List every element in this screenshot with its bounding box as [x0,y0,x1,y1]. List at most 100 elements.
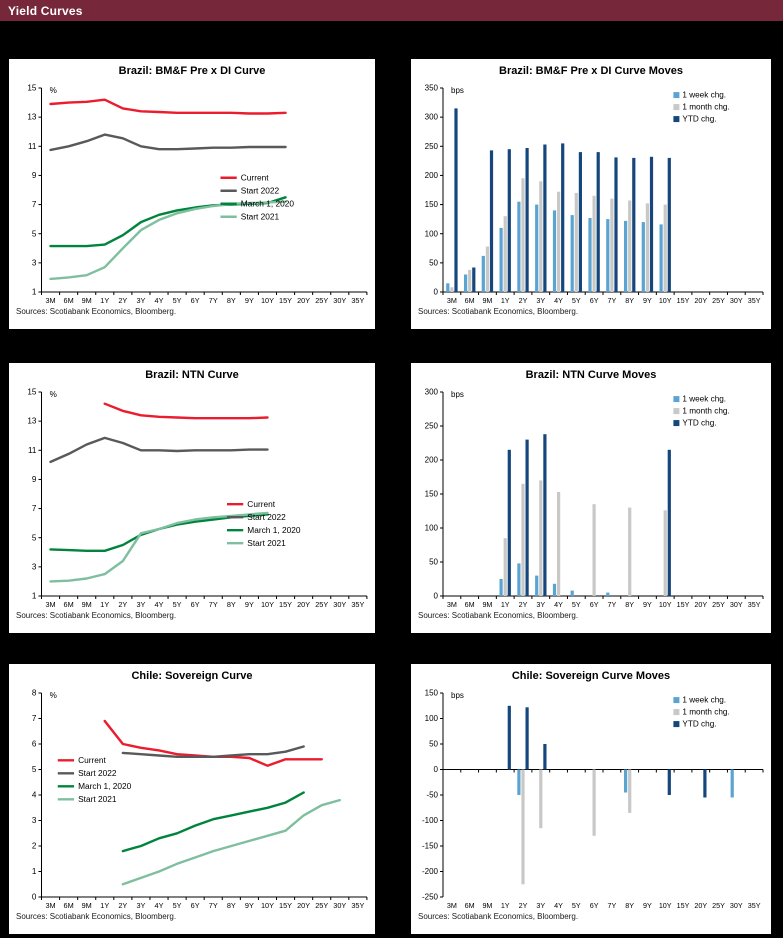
svg-text:20Y: 20Y [694,901,707,910]
svg-text:4Y: 4Y [554,901,563,910]
svg-text:20Y: 20Y [297,901,310,910]
svg-text:9Y: 9Y [245,600,254,609]
svg-text:3: 3 [32,259,37,268]
svg-text:3M: 3M [45,296,55,305]
svg-text:9M: 9M [82,296,92,305]
svg-text:8Y: 8Y [625,296,634,305]
svg-text:2Y: 2Y [118,901,127,910]
svg-text:Start 2021: Start 2021 [247,539,286,548]
svg-text:Start 2022: Start 2022 [241,187,280,196]
svg-text:35Y: 35Y [351,600,364,609]
svg-text:7: 7 [32,200,37,209]
svg-text:7Y: 7Y [607,600,616,609]
svg-text:9Y: 9Y [245,296,254,305]
svg-text:3Y: 3Y [536,901,545,910]
svg-text:15Y: 15Y [279,901,292,910]
svg-text:20Y: 20Y [297,296,310,305]
svg-text:-250: -250 [422,893,439,902]
page-header: Yield Curves [0,0,783,21]
svg-text:20Y: 20Y [297,600,310,609]
svg-text:YTD chg.: YTD chg. [682,720,716,729]
svg-text:11: 11 [28,446,37,455]
chart-canvas: 0 50 100 150 200 250 300 3M 6M 9M 1Y 2Y 3Y 4Y 5Y 6Y 7Y 8Y… [425,388,764,609]
svg-text:2Y: 2Y [519,600,528,609]
svg-text:3Y: 3Y [536,296,545,305]
svg-text:5Y: 5Y [173,901,182,910]
svg-text:3Y: 3Y [136,296,145,305]
svg-text:50: 50 [429,740,438,749]
svg-text:1Y: 1Y [501,600,510,609]
sources-note: Sources: Scotiabank Economics, Bloomberg… [16,307,177,316]
svg-text:bps: bps [451,86,464,95]
svg-text:100: 100 [425,524,439,533]
svg-text:10Y: 10Y [659,901,672,910]
svg-text:25Y: 25Y [315,901,328,910]
svg-text:9: 9 [32,475,37,484]
svg-text:13: 13 [27,417,37,426]
svg-text:200: 200 [425,171,439,180]
chart-panel-chile-sovereign-curve-moves: Chile: Sovereign Curve Moves -250 -200 -15… [410,663,772,935]
svg-text:1 week chg.: 1 week chg. [682,395,726,404]
svg-text:5Y: 5Y [173,296,182,305]
chart-panel-bmf-pre-di-curve-moves: Brazil: BM&F Pre x DI Curve Moves 0 50 100… [410,58,772,330]
chart-title: Brazil: BM&F Pre x DI Curve Moves [499,65,683,77]
chart-canvas: -250 -200 -150 -100 -50 0 50 100 150 3M 6M 9M 1Y 2Y 3Y… [422,689,764,910]
svg-text:5Y: 5Y [572,296,581,305]
svg-text:25Y: 25Y [315,600,328,609]
svg-text:1 month chg.: 1 month chg. [682,407,729,416]
svg-text:25Y: 25Y [712,901,725,910]
svg-text:1 month chg.: 1 month chg. [682,103,729,112]
svg-text:-50: -50 [426,791,438,800]
svg-text:15Y: 15Y [279,600,292,609]
chart-title: Chile: Sovereign Curve [131,670,253,682]
svg-text:6Y: 6Y [590,901,599,910]
svg-text:-200: -200 [422,867,439,876]
svg-text:March 1, 2020: March 1, 2020 [78,782,132,791]
svg-text:March 1, 2020: March 1, 2020 [247,526,301,535]
svg-text:300: 300 [425,113,439,122]
svg-text:1Y: 1Y [100,901,109,910]
chart-panel-ntn-curve: Brazil: NTN Curve 1 3 5 7 9 11 13 15 3M 6M 9M 1Y 2Y 3… [8,362,376,634]
svg-text:20Y: 20Y [694,296,707,305]
svg-text:9M: 9M [82,600,92,609]
svg-text:15: 15 [27,388,37,397]
svg-text:6Y: 6Y [191,901,200,910]
svg-text:9: 9 [32,171,37,180]
svg-text:YTD chg.: YTD chg. [682,115,716,124]
svg-text:6M: 6M [465,296,475,305]
svg-text:15Y: 15Y [677,296,690,305]
svg-text:50: 50 [429,258,438,267]
svg-text:Start 2022: Start 2022 [78,769,117,778]
svg-text:200: 200 [425,456,439,465]
svg-text:6M: 6M [64,296,74,305]
svg-text:35Y: 35Y [351,296,364,305]
sources-note: Sources: Scotiabank Economics, Bloomberg… [16,912,177,921]
svg-text:1Y: 1Y [501,901,510,910]
svg-text:150: 150 [425,490,439,499]
svg-text:2Y: 2Y [519,901,528,910]
svg-text:150: 150 [425,200,439,209]
svg-text:1 week chg.: 1 week chg. [682,696,726,705]
svg-text:8: 8 [32,689,37,698]
svg-text:Current: Current [241,174,269,183]
svg-text:1: 1 [32,288,37,297]
svg-text:15: 15 [27,84,37,93]
svg-text:6M: 6M [465,901,475,910]
svg-text:8Y: 8Y [227,901,236,910]
svg-text:bps: bps [451,390,464,399]
svg-text:Start 2021: Start 2021 [78,795,117,804]
svg-text:5Y: 5Y [572,901,581,910]
chart-title: Brazil: NTN Curve [145,369,239,381]
svg-text:YTD chg.: YTD chg. [682,419,716,428]
svg-text:15Y: 15Y [677,600,690,609]
chart-panel-bmf-pre-di-curve: Brazil: BM&F Pre x DI Curve 1 3 5 7 9 11 13 15 3… [8,58,376,330]
svg-text:3M: 3M [447,600,457,609]
svg-text:5: 5 [32,229,37,238]
svg-text:8Y: 8Y [227,600,236,609]
svg-text:9M: 9M [482,600,492,609]
svg-text:7Y: 7Y [209,901,218,910]
svg-text:1Y: 1Y [501,296,510,305]
chart-title: Chile: Sovereign Curve Moves [511,670,671,682]
svg-text:10Y: 10Y [261,901,274,910]
